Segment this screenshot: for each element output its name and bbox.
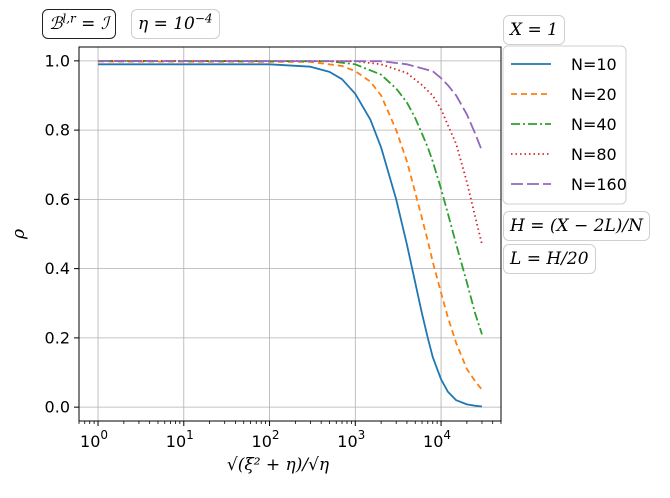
series-line-n80 [97, 60, 483, 245]
x-tick-label: 101 [166, 428, 194, 451]
x-tick-base: 10 [252, 432, 272, 451]
legend-box [502, 45, 627, 205]
y-tick-label: 0.8 [45, 121, 70, 140]
boundary-condition-annotation: ℬl,r = ℐ [42, 9, 116, 39]
x-annotation-text: X = 1 [510, 20, 558, 40]
x-tick-base: 10 [166, 432, 186, 451]
series-line-n10 [98, 63, 483, 408]
series-layer [97, 60, 483, 408]
x-axis-label: √(ξ² + η)/√η [227, 455, 330, 475]
y-tick-label: 1.0 [45, 51, 70, 70]
x-tick-base: 10 [423, 432, 443, 451]
legend-label: N=40 [571, 115, 617, 134]
y-tick-label: 0.0 [45, 398, 70, 417]
series-line-n40 [97, 60, 483, 335]
series-line-n20 [97, 60, 483, 391]
x-tick-base: 10 [337, 432, 357, 451]
x-annotation: X = 1 [503, 15, 565, 45]
bc-sup: l,r [62, 11, 76, 26]
l-annotation: L = H/20 [503, 244, 596, 274]
bc-suffix: = ℐ [75, 14, 109, 34]
plot-frame [78, 46, 502, 422]
x-tick-exponent: 3 [358, 428, 366, 442]
eta-sup: −4 [194, 11, 213, 26]
y-axis-label: ρ [9, 229, 29, 240]
eta-text: η = 10 [138, 14, 195, 34]
h-annotation: H = (X − 2L)/N [503, 211, 651, 241]
legend-label: N=20 [571, 85, 617, 104]
eta-annotation: η = 10−4 [131, 9, 220, 39]
x-tick-exponent: 4 [443, 428, 451, 442]
x-tick-exponent: 2 [272, 428, 280, 442]
grid [79, 47, 501, 421]
series-line-n160 [97, 60, 483, 152]
y-tick-label: 0.2 [45, 328, 70, 347]
legend-label: N=80 [571, 145, 617, 164]
x-tick-label: 102 [252, 428, 280, 451]
h-annotation-text: H = (X − 2L)/N [510, 216, 644, 236]
x-tick-exponent: 1 [186, 428, 194, 442]
y-tick-label: 0.6 [45, 190, 70, 209]
bc-text: ℬ [49, 14, 63, 34]
legend-label: N=10 [571, 55, 617, 74]
x-tick-label: 100 [80, 428, 108, 451]
legend: N=10 N=20 N=40 N=80 N=160 [502, 45, 627, 205]
x-tick-exponent: 0 [100, 428, 108, 442]
y-tick-label: 0.4 [45, 259, 70, 278]
x-tick-base: 10 [80, 432, 100, 451]
x-tick-label: 104 [423, 428, 451, 451]
legend-label: N=160 [571, 175, 627, 194]
x-tick-label: 103 [337, 428, 365, 451]
l-annotation-text: L = H/20 [510, 249, 589, 269]
